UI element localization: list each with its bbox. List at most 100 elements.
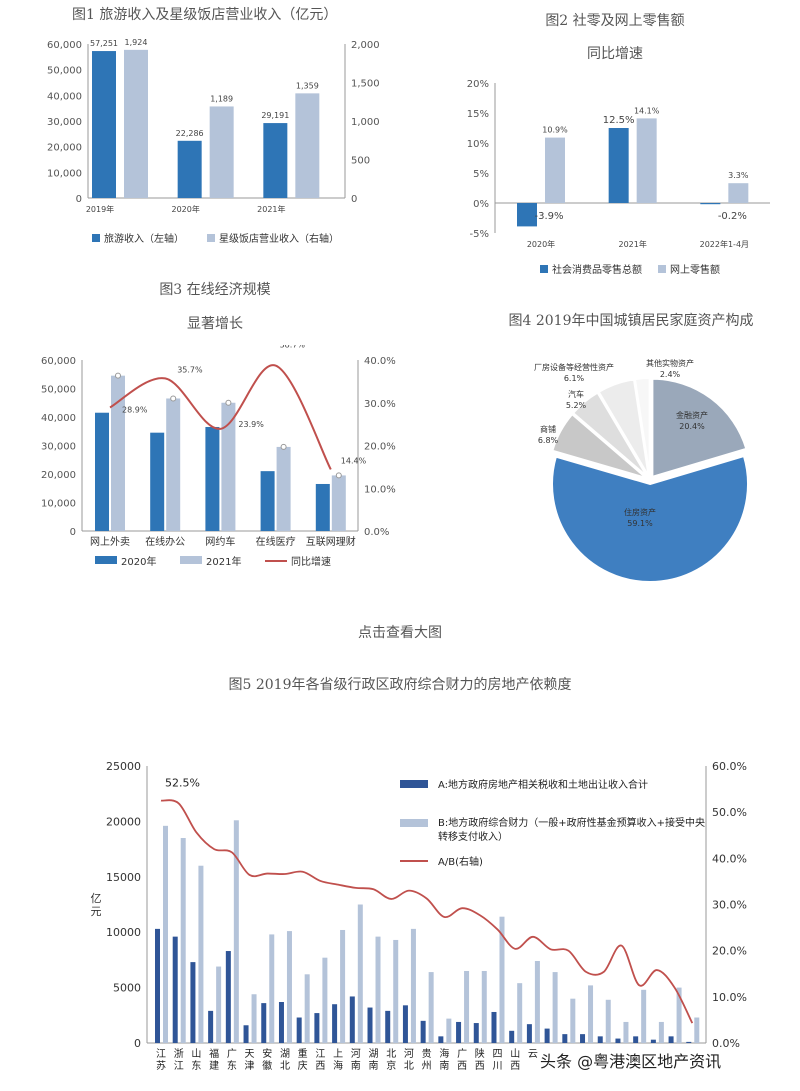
chart2-data-label: -3.9% [534, 211, 563, 222]
chart2-bar [608, 128, 629, 203]
chart5-bar [641, 989, 647, 1043]
chart2-ytick: 15% [467, 109, 489, 120]
chart4-slice-value: 2.4% [660, 370, 681, 379]
chart5-xtick: 安 [262, 1047, 272, 1060]
chart5-ytick-right: 50.0% [712, 806, 747, 819]
chart1-legend-swatch [92, 234, 100, 242]
chart5-ytick-right: 40.0% [712, 852, 747, 865]
chart3-ytick-right: 40.0% [364, 356, 396, 367]
chart3-ytick-left: 30,000 [41, 442, 76, 453]
chart1-ytick-left: 40,000 [47, 91, 82, 102]
chart5-bar [304, 974, 310, 1043]
chart5-ytick-left: 15000 [106, 871, 141, 884]
chart3-xtick: 互联网理财 [306, 535, 356, 548]
chart2-xtick: 2021年 [618, 239, 646, 249]
chart1-legend-label: 旅游收入（左轴） [104, 232, 184, 245]
chart3-bar [95, 412, 109, 531]
chart3-bar [276, 446, 291, 531]
chart5-bar [428, 972, 434, 1043]
chart3-marker [170, 395, 177, 402]
chart2-xtick: 2020年 [527, 239, 555, 249]
chart3: 0 10,000 20,000 30,000 40,000 50,000 60,000 0.0… [41, 345, 396, 568]
chart2-xtick: 2022年1-4月 [700, 239, 749, 249]
chart5-legend-label: B:地方政府综合财力（一般+政府性基金预算收入+接受中央 [438, 816, 705, 829]
chart4-slice-value: 6.1% [564, 374, 585, 383]
chart1-ytick-left: 30,000 [47, 117, 82, 128]
chart5-bar [314, 1013, 320, 1043]
chart5-legend-label: A/B(右轴) [438, 855, 483, 868]
chart5-bar [456, 1021, 462, 1043]
chart5-xtick: 江 [156, 1048, 166, 1060]
chart1-ytick-left: 0 [76, 194, 82, 205]
chart5-peak-label: 52.5% [165, 777, 200, 790]
chart2-bar [517, 203, 537, 227]
chart4-slice-value: 6.8% [538, 436, 559, 445]
chart5-ytick-left: 0 [134, 1037, 141, 1050]
chart5-xtick: 庆 [298, 1059, 308, 1072]
chart5-bar [180, 838, 186, 1043]
view-large-image-link[interactable]: 点击查看大图 [358, 625, 442, 641]
chart2-title-line1: 图2 社零及网上零售额 [545, 13, 685, 29]
chart4: 金融资产 20.4% 住房资产 59.1% 商铺 6.8% 汽车 5.2% 厂房设备等经营性资产… [534, 358, 749, 583]
chart4-slice [633, 377, 651, 477]
chart5-ytick-right: 0.0% [712, 1037, 740, 1050]
chart5: 0 5000 10000 15000 20000 25000 0.0% 10.0% 20.0% 3… [91, 760, 747, 1072]
chart1-ytick-left: 20,000 [47, 143, 82, 154]
chart2-legend-label: 网上零售额 [670, 263, 720, 276]
chart2-legend-swatch [658, 265, 666, 273]
chart3-marker [280, 443, 287, 450]
chart5-ytick-right: 30.0% [712, 899, 747, 912]
chart3-ytick-right: 20.0% [364, 442, 396, 453]
chart1-data-label: 22,286 [176, 129, 204, 138]
chart3-data-label: 14.4% [341, 456, 367, 465]
chart5-bar [633, 1036, 639, 1043]
chart5-bar [198, 865, 204, 1043]
chart5-ytick-right: 10.0% [712, 991, 747, 1004]
chart1-bar [124, 49, 148, 199]
chart2-ytick: 5% [473, 169, 489, 180]
chart1-data-label: 1,359 [296, 81, 319, 90]
chart5-bar [676, 987, 682, 1043]
chart4-slice-value: 59.1% [627, 519, 653, 528]
chart5-bar [623, 1021, 629, 1043]
chart5-bar [588, 985, 594, 1043]
chart5-bar [393, 939, 399, 1043]
chart5-bar [190, 962, 196, 1043]
chart5-legend-label-cont: 转移支付收入） [438, 830, 508, 843]
chart1-ytick-right: 500 [351, 156, 370, 167]
chart5-xtick: 四 [492, 1049, 502, 1060]
chart3-ytick-right: 10.0% [364, 484, 396, 495]
chart5-xtick: 海 [333, 1059, 343, 1072]
chart1-ytick-right: 2,000 [351, 40, 380, 51]
chart5-bar [694, 1017, 700, 1043]
chart3-ytick-left: 40,000 [41, 413, 76, 424]
chart5-xtick: 上 [333, 1048, 343, 1060]
chart5-xtick: 西 [457, 1061, 467, 1072]
chart5-xtick: 海 [439, 1047, 449, 1060]
chart4-slice-name: 汽车 [568, 389, 584, 399]
chart1-title: 图1 旅游收入及星级饭店营业收入（亿元） [72, 7, 338, 23]
chart5-bar [349, 996, 355, 1043]
chart4-slice [551, 454, 749, 583]
chart4-slice-value: 20.4% [679, 422, 705, 431]
chart5-xtick: 川 [492, 1061, 502, 1072]
chart2-ytick: -5% [470, 229, 489, 240]
chart5-xtick: 京 [386, 1059, 396, 1072]
chart3-marker [225, 399, 232, 406]
chart4-slice-name: 金融资产 [676, 410, 708, 420]
chart4-slice-name: 商铺 [540, 424, 556, 434]
chart4-slice [571, 391, 649, 478]
chart2-bar [636, 118, 657, 203]
chart5-ytick-left: 5000 [113, 982, 141, 995]
chart3-marker [335, 472, 342, 479]
chart1-data-label: 1,189 [210, 94, 233, 103]
chart3-bar [111, 375, 125, 531]
chart5-xtick: 南 [351, 1059, 361, 1072]
chart3-bar [166, 398, 181, 531]
chart1-data-label: 57,251 [90, 39, 118, 48]
chart4-slice-name: 其他实物资产 [646, 358, 694, 368]
chart5-xtick: 湖 [280, 1048, 290, 1060]
chart2-legend-swatch [540, 265, 548, 273]
chart5-xtick: 西 [315, 1061, 325, 1072]
chart5-title: 图5 2019年各省级行政区政府综合财力的房地产依赖度 [228, 677, 572, 693]
